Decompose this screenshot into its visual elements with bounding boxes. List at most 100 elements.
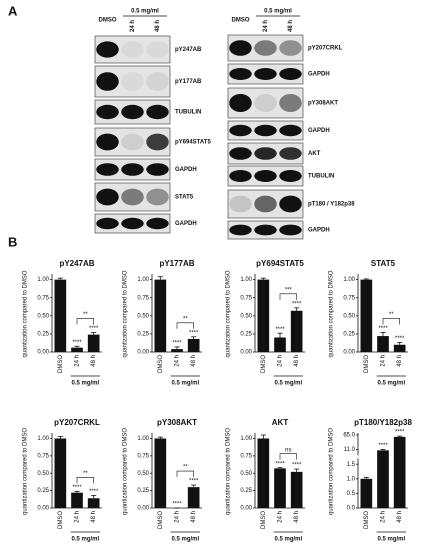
blot-band xyxy=(279,68,302,80)
blot-label: GAPDH xyxy=(175,167,197,173)
blot-label: pY308AKT xyxy=(308,101,338,107)
blot-band xyxy=(254,195,277,213)
blot-label: TUBULIN xyxy=(308,174,334,180)
blot-band xyxy=(229,170,252,182)
significance: **** xyxy=(275,327,285,333)
group-label: 0.5 mg/ml xyxy=(171,381,199,387)
y-axis-label: quantization compared to DMSO xyxy=(123,270,129,357)
chart-title: pT180/Y182p38 xyxy=(354,418,412,427)
y-axis-label: quantization compared to DMSO xyxy=(226,270,232,357)
y-tick-label: 0.25 xyxy=(240,331,252,337)
blot-band xyxy=(254,170,277,182)
blot-label: GAPDH xyxy=(308,72,330,78)
chart-title: pY308AKT xyxy=(157,418,197,427)
blot-band xyxy=(146,133,169,151)
blot-band xyxy=(96,104,119,120)
bar xyxy=(257,279,270,352)
blot-band xyxy=(146,41,169,58)
x-tick-label: 48 h xyxy=(191,511,197,523)
y-tick-label: 0.75 xyxy=(137,453,149,459)
bar xyxy=(360,478,373,508)
y-tick-label: 0.00 xyxy=(137,506,149,512)
chart-title: AKT xyxy=(272,418,289,427)
blot-label: GAPDH xyxy=(175,221,197,227)
y-axis-label: quantization compared to DMSO xyxy=(329,270,335,357)
chart-title: pY247AB xyxy=(59,259,94,268)
y-tick-label: 65.0 xyxy=(343,433,355,439)
x-tick-label: 24 h xyxy=(381,511,387,523)
blot-band xyxy=(146,163,169,176)
blot-band xyxy=(96,188,119,206)
x-tick-label: 48 h xyxy=(91,511,97,523)
y-tick-label: 0.75 xyxy=(240,453,252,459)
significance-bracket xyxy=(176,470,194,478)
significance: **** xyxy=(72,340,82,346)
y-tick-label: 1.00 xyxy=(240,436,252,442)
bar xyxy=(257,438,270,508)
y-tick-label: 0.75 xyxy=(37,453,49,459)
dose-label: 0.5 mg/ml xyxy=(264,9,292,15)
significance-bracket xyxy=(279,293,297,300)
blot-label: TUBULIN xyxy=(175,110,201,116)
chart-title: pY207CRKL xyxy=(54,418,100,427)
x-tick-label: 48 h xyxy=(191,355,197,367)
blot-band xyxy=(254,40,277,56)
blot-band xyxy=(229,68,252,80)
blot-label: GAPDH xyxy=(308,228,330,234)
y-tick-label: 0.50 xyxy=(37,471,49,477)
bar xyxy=(377,336,389,352)
blot-band xyxy=(254,224,277,236)
significance: ** xyxy=(183,465,188,471)
blot-band xyxy=(96,133,119,151)
bar xyxy=(54,279,67,352)
x-tick-label: DMSO xyxy=(58,355,64,373)
x-tick-label: 24 h xyxy=(278,355,284,367)
x-tick-label: 48 h xyxy=(397,355,403,367)
y-tick-label: 0.25 xyxy=(137,488,149,494)
blot-band xyxy=(96,163,119,176)
y-tick-label: 0.00 xyxy=(37,350,49,356)
lane-label: 24 h xyxy=(130,20,136,32)
lane-label: 24 h xyxy=(263,20,269,32)
significance: ** xyxy=(183,316,188,322)
blot-band xyxy=(121,217,144,230)
y-tick-label: 0.50 xyxy=(137,471,149,477)
x-tick-label: 48 h xyxy=(397,511,403,523)
significance: **** xyxy=(189,479,199,485)
blot-band xyxy=(229,40,252,56)
x-tick-label: DMSO xyxy=(58,511,64,529)
bar xyxy=(87,334,100,352)
significance-bracket xyxy=(76,477,94,484)
bar xyxy=(87,498,100,508)
bar xyxy=(154,438,167,508)
bar xyxy=(393,344,406,352)
y-tick-label: 0.25 xyxy=(343,331,355,337)
significance: ns xyxy=(285,447,291,453)
significance: **** xyxy=(378,443,388,449)
blot-label: GAPDH xyxy=(308,128,330,134)
blot-band xyxy=(229,224,252,236)
blot-label: pY207CRKL xyxy=(308,46,343,52)
bar xyxy=(290,471,303,508)
blot-label: pT180 / Y182p38 xyxy=(308,202,355,208)
blot-band xyxy=(279,147,302,160)
blot-band xyxy=(279,94,302,112)
blot-band xyxy=(96,217,119,230)
x-tick-label: DMSO xyxy=(261,511,267,529)
chart-title: pY177AB xyxy=(159,259,194,268)
group-label: 0.5 mg/ml xyxy=(274,537,302,543)
blot-band xyxy=(279,40,302,56)
significance: ** xyxy=(83,471,88,477)
group-label: 0.5 mg/ml xyxy=(377,381,405,387)
lane-label: 48 h xyxy=(155,20,161,32)
significance-bracket xyxy=(279,453,297,460)
y-tick-label: 0.25 xyxy=(37,331,49,337)
x-tick-label: DMSO xyxy=(364,355,370,373)
significance: **** xyxy=(89,489,99,495)
blot xyxy=(94,35,171,64)
significance: **** xyxy=(72,485,82,491)
blot-band xyxy=(279,170,302,182)
significance: **** xyxy=(172,341,182,347)
significance-bracket xyxy=(382,318,400,325)
